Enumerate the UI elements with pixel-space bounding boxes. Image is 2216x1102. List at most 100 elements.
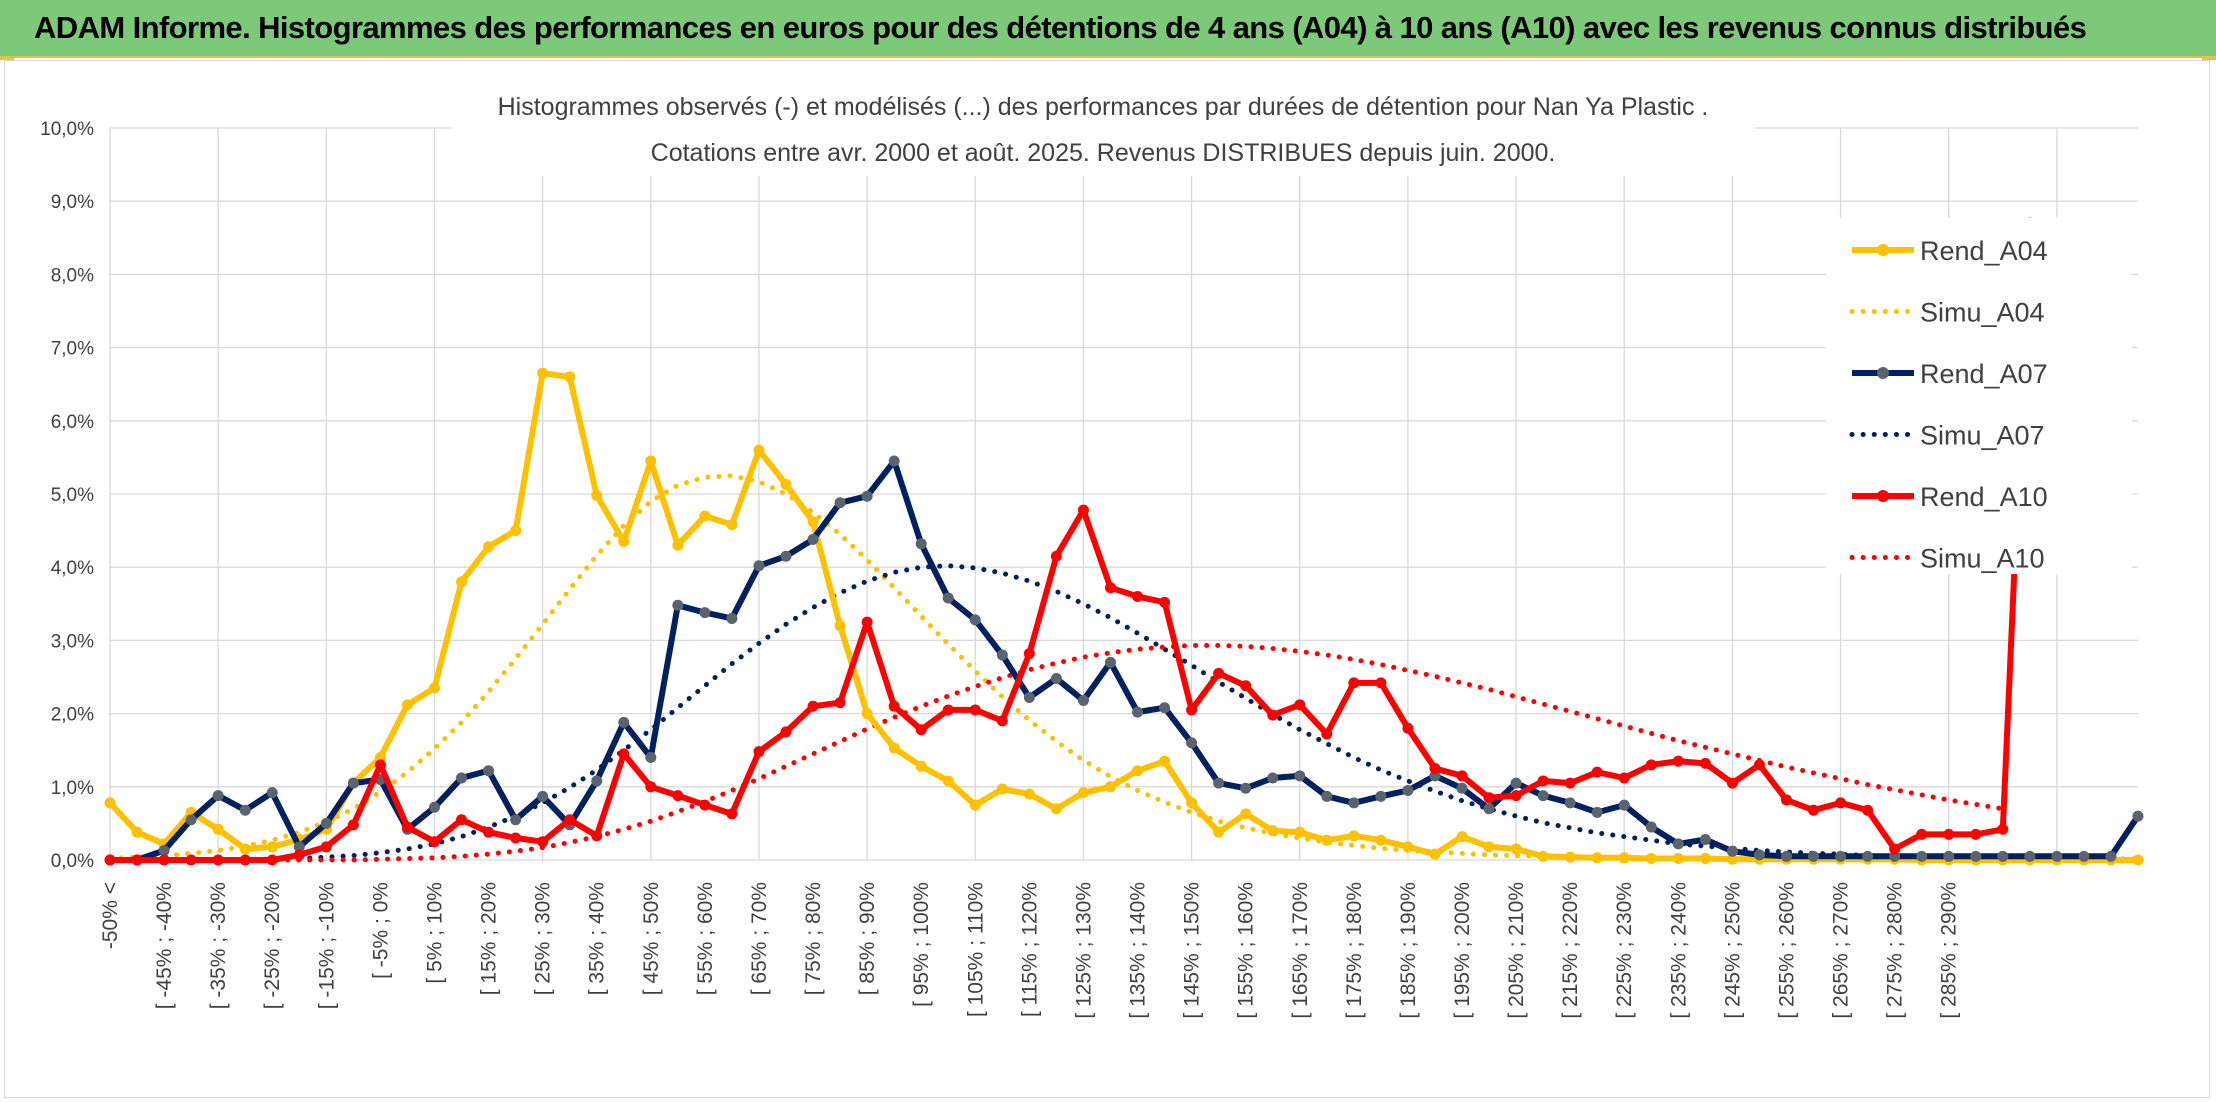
rend-a10-point [374, 759, 386, 771]
rend-a04-point [537, 367, 549, 379]
rend-a10-point [266, 854, 278, 866]
legend-label: Rend_A07 [1920, 359, 2048, 389]
rend-a07-point [1835, 850, 1847, 862]
legend-item-rend-a04: Rend_A04 [1852, 236, 2048, 266]
legend: Rend_A04 Simu_A04 Rend_A07 Simu_A07 Rend_A10… [1826, 218, 2132, 574]
rend-a10-point [942, 704, 954, 716]
rend-a07-point [591, 775, 603, 787]
rend-a07-point [1375, 790, 1387, 802]
rend-a04-point [212, 823, 224, 835]
rend-a10-point [1699, 757, 1711, 769]
y-tick-label: 4,0% [51, 558, 94, 579]
rend-a10-point [104, 854, 116, 866]
series-rend-a10 [104, 217, 2036, 866]
legend-label: Simu_A07 [1920, 421, 2045, 451]
rend-a10-point [672, 790, 684, 802]
y-tick-label: 1,0% [51, 778, 94, 799]
rend-a04-point [483, 541, 495, 553]
corner-mark-right [2202, 56, 2216, 60]
rend-a07-point [1537, 790, 1549, 802]
corner-mark-left [0, 56, 14, 60]
rend-a04-point [510, 525, 522, 537]
rend-a10-point [1483, 792, 1495, 804]
rend-a04-point [564, 371, 576, 383]
rend-a04-point [753, 444, 765, 456]
legend-label: Simu_A04 [1920, 298, 2045, 328]
rend-a10-point [1943, 828, 1955, 840]
legend-item-rend-a07: Rend_A07 [1852, 359, 2048, 389]
rend-a04-point [861, 708, 873, 720]
rend-a10-point [483, 826, 495, 838]
rend-a07-point [1808, 850, 1820, 862]
rend-a07-point [645, 752, 657, 764]
rend-a04-point [1591, 852, 1603, 864]
rend-a04-point [2132, 854, 2144, 866]
rend-a10-point [1970, 828, 1982, 840]
header-banner: ADAM Informe. Histogrammes des performan… [0, 0, 2216, 58]
rend-a07-point [1591, 806, 1603, 818]
rend-a10-point [1564, 777, 1576, 789]
rend-a07-point [1402, 784, 1414, 796]
title-background [452, 84, 1754, 176]
x-tick-label: [ 145% ; 150% [1181, 882, 1204, 1019]
rend-a10-point [1104, 582, 1116, 594]
rend-a10-point [1780, 794, 1792, 806]
y-tick-label: 0,0% [51, 851, 94, 872]
rend-a10-point [915, 724, 927, 736]
rend-a04-point [645, 455, 657, 467]
rend-a07-point [2051, 850, 2063, 862]
x-tick-label: [ 135% ; 140% [1127, 882, 1150, 1019]
rend-a07-point [1916, 850, 1928, 862]
rend-a10-point [347, 819, 359, 831]
rend-a07-point [1159, 702, 1171, 714]
rend-a07-point [1510, 777, 1522, 789]
y-tick-label: 7,0% [51, 339, 94, 360]
rend-a04-point [726, 519, 738, 531]
rend-a04-point [915, 760, 927, 772]
rend-a10-point [1726, 777, 1738, 789]
rend-a10-point [185, 854, 197, 866]
rend-a07-point [1483, 803, 1495, 815]
rend-a07-point [456, 772, 468, 784]
rend-a10-point [780, 726, 792, 738]
rend-a07-point [1618, 799, 1630, 811]
rend-a10-point [618, 748, 630, 760]
rend-a04-point [1348, 830, 1360, 842]
rend-a04-point [1077, 787, 1089, 799]
rend-a07-point [1132, 706, 1144, 718]
rend-a10-point [1808, 804, 1820, 816]
rend-a04-point [780, 478, 792, 490]
rend-a07-point [753, 560, 765, 572]
rend-a10-point [969, 704, 981, 716]
x-tick-label: [ 215% ; 220% [1559, 882, 1582, 1019]
rend-a07-point [888, 455, 900, 467]
rend-a04-point [1510, 843, 1522, 855]
rend-a10-point [1753, 759, 1765, 771]
rend-a07-point [807, 533, 819, 545]
chart-frame [4, 60, 2210, 1098]
chart-subtitle: Cotations entre avr. 2000 et août. 2025.… [651, 139, 1556, 167]
series-layer [104, 217, 2144, 866]
rend-a10-point [1862, 804, 1874, 816]
rend-a04-point [1294, 826, 1306, 838]
rend-a10-point [212, 854, 224, 866]
rend-a04-point [888, 742, 900, 754]
legend-item-simu-a10: Simu_A10 [1849, 544, 2045, 574]
rend-a07-point [537, 790, 549, 802]
rend-a10-point [1186, 704, 1198, 716]
rend-a04-point [1645, 853, 1657, 865]
x-tick-label: [ 225% ; 230% [1613, 882, 1636, 1019]
rend-a07-point [1240, 782, 1252, 794]
rend-a07-point [861, 490, 873, 502]
rend-a10-point [591, 830, 603, 842]
rend-a07-point [1753, 849, 1765, 861]
simu-a07-line [107, 563, 2141, 863]
x-tick-label: [ 105% ; 110% [964, 882, 987, 1017]
rend-a04-point [1456, 831, 1468, 843]
legend-label: Simu_A10 [1920, 544, 2045, 574]
rend-a04-point [969, 799, 981, 811]
rend-a07-point [1780, 850, 1792, 862]
x-tick-label: [ -35% ; -30% [207, 882, 230, 1009]
x-tick-label: [ 205% ; 210% [1505, 882, 1528, 1019]
